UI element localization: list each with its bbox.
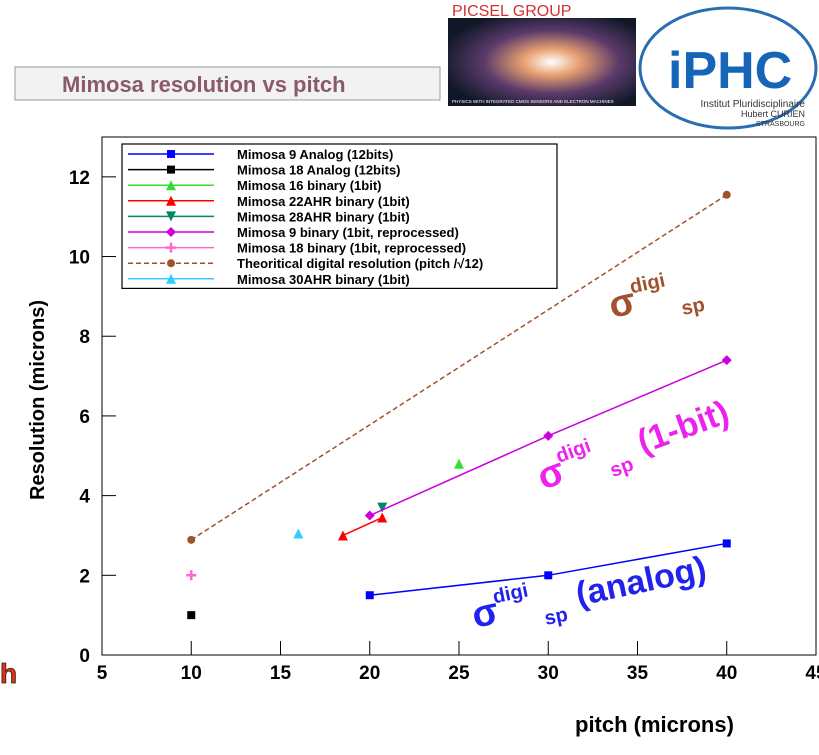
y-tick-label: 2 xyxy=(79,566,90,587)
legend-label: Mimosa 9 binary (1bit, reprocessed) xyxy=(237,225,459,240)
iphc-line: Hubert CURIEN xyxy=(741,109,805,119)
slide-title: Mimosa resolution vs pitch xyxy=(62,72,346,97)
legend-label: Theoritical digital resolution (pitch /√… xyxy=(237,256,483,271)
x-tick-label: 10 xyxy=(181,663,202,684)
y-axis-label: Resolution (microns) xyxy=(27,300,49,500)
legend-marker xyxy=(166,242,176,253)
title-box xyxy=(14,66,441,101)
legend-label: Mimosa 22AHR binary (1bit) xyxy=(237,194,410,209)
legend-label: Mimosa 18 binary (1bit, reprocessed) xyxy=(237,241,466,256)
marker xyxy=(722,539,731,548)
legend-marker xyxy=(166,195,176,206)
annotation-sub: sp xyxy=(607,453,636,482)
iphc-line: Institut Pluridisciplinaire xyxy=(701,99,806,110)
x-tick-label: 25 xyxy=(448,663,470,684)
marker xyxy=(365,591,374,600)
y-tick-label: 12 xyxy=(69,168,90,189)
legend-marker xyxy=(166,273,176,284)
iphc-ring xyxy=(638,6,818,130)
annotation-sup: digi xyxy=(553,435,594,468)
x-tick-label: 35 xyxy=(627,663,649,684)
marker xyxy=(722,190,731,199)
legend-marker xyxy=(166,180,176,191)
legend-label: Mimosa 9 Analog (12bits) xyxy=(237,147,393,162)
legend-label: Mimosa 16 binary (1bit) xyxy=(237,178,381,193)
x-tick-label: 15 xyxy=(270,663,292,684)
marker xyxy=(721,355,732,366)
legend-marker xyxy=(167,150,175,158)
marker xyxy=(364,510,375,521)
marker xyxy=(377,512,388,523)
picsel-tagline: PHYSICS WITH INTEGRATED CMOS SENSORS AND… xyxy=(452,99,614,104)
x-axis-label: pitch (microns) xyxy=(575,712,734,737)
annotation-label: (1-bit) xyxy=(632,393,734,461)
annotation-sup: digi xyxy=(491,579,530,608)
picsel-logo: PICSEL GROUP xyxy=(452,3,571,20)
legend-label: Mimosa 18 Analog (12bits) xyxy=(237,163,401,178)
marker xyxy=(544,571,553,580)
marker xyxy=(337,530,348,541)
y-tick-label: 6 xyxy=(79,407,90,428)
x-tick-label: 40 xyxy=(716,663,737,684)
marker xyxy=(377,502,388,513)
y-tick-label: 10 xyxy=(69,248,90,269)
annotation-sub: sp xyxy=(542,604,569,630)
series-line xyxy=(190,194,728,541)
x-tick-label: 5 xyxy=(97,663,108,684)
annotation-sup: digi xyxy=(628,269,667,298)
marker xyxy=(187,611,196,620)
iphc-line: STRASBOURG xyxy=(756,121,805,128)
y-tick-label: 0 xyxy=(79,646,90,667)
legend-marker xyxy=(167,165,175,174)
legend-label: Mimosa 28AHR binary (1bit) xyxy=(237,209,410,224)
legend-marker xyxy=(167,259,175,268)
y-tick-label: 8 xyxy=(79,327,90,348)
x-tick-label: 30 xyxy=(538,663,559,684)
y-tick-label: 4 xyxy=(79,487,90,508)
annotation-sub: sp xyxy=(679,294,706,320)
x-tick-label: 45 xyxy=(805,663,819,684)
marker xyxy=(187,535,196,544)
x-tick-label: 20 xyxy=(359,663,380,684)
marker xyxy=(186,570,197,581)
series-line xyxy=(342,516,383,537)
legend-label: Mimosa 30AHR binary (1bit) xyxy=(237,272,410,287)
marker xyxy=(454,458,464,469)
picsel-image xyxy=(448,18,636,106)
marker xyxy=(293,528,304,539)
fragment-text: h xyxy=(0,658,17,689)
iphc-logo: iPHC xyxy=(668,42,792,100)
legend-marker xyxy=(166,211,176,222)
legend-marker xyxy=(166,227,176,237)
marker xyxy=(543,430,554,441)
